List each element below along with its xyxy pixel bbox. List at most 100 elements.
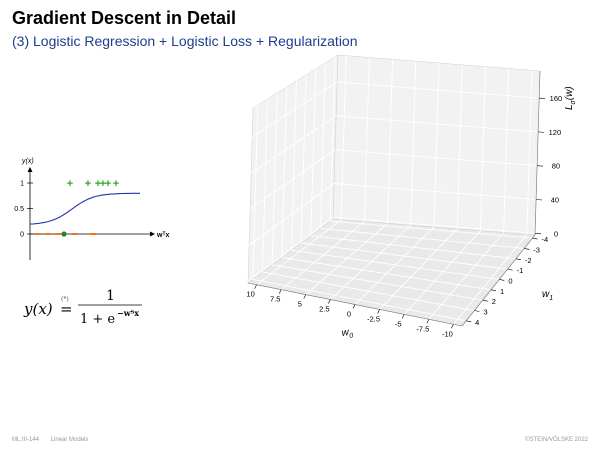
z-tick: [538, 131, 545, 133]
formula-denominator: 1 + e: [80, 312, 115, 327]
w0-tick: [451, 324, 454, 329]
w0-tick-label: -2.5: [367, 314, 380, 323]
w1-tick: [507, 268, 513, 271]
sigmoid-y-tick-label: 0.5: [14, 206, 24, 213]
w1-tick: [532, 237, 538, 240]
w0-tick: [426, 319, 430, 324]
w1-tick: [482, 299, 488, 302]
footer-left: ML:III-144 Linear Models: [12, 437, 88, 443]
w1-tick-label: 3: [483, 307, 487, 316]
w0-tick: [254, 284, 257, 289]
formula-numerator: 1: [106, 288, 115, 304]
sigmoid-y-arrow: [27, 167, 33, 172]
w1-tick: [524, 248, 530, 250]
footer-page-id: ML:III-144: [12, 437, 40, 443]
z-tick: [536, 199, 543, 201]
w0-tick-label: -5: [395, 319, 402, 328]
floor-grid-w1: [320, 228, 525, 249]
left-grid-z: [247, 216, 334, 282]
left-grid-z: [248, 183, 335, 246]
floor-grid-w1: [301, 242, 508, 270]
w0-axis-title: w0: [341, 327, 354, 341]
w0-tick-label: -10: [442, 329, 453, 338]
w1-tick: [466, 320, 472, 323]
w0-tick-label: 10: [246, 290, 254, 299]
w1-tick-label: 4: [475, 318, 479, 327]
axis-ticks: 04080120160107.552.50-2.5-5-7.5-10-4-3-2…: [246, 86, 577, 341]
logistic-formula: y(x) (*) = 1 1 + e −wᵀx: [23, 288, 142, 327]
axis-edge: [461, 234, 536, 327]
floor-grid-w1: [262, 271, 475, 311]
slide-subtitle: (3) Logistic Regression + Logistic Loss …: [12, 33, 358, 49]
z-tick-label: 120: [549, 128, 562, 137]
w0-tick: [328, 299, 331, 304]
formula-star: (*): [61, 296, 69, 303]
w0-tick-label: -7.5: [416, 324, 429, 333]
positive-example-marker: +: [105, 178, 111, 190]
back-grid-z: [337, 81, 540, 99]
sigmoid-labels: 0 0.5 1 y(x) wᵀx: [14, 158, 169, 239]
w1-tick-label: 1: [500, 287, 504, 296]
sigmoid-marks: + + +++ +: [29, 178, 140, 237]
floor-grid-w1: [330, 220, 533, 239]
w1-axis-title: w1: [542, 289, 553, 302]
formula-lhs: y(x): [23, 300, 53, 318]
formula-exponent: −wᵀx: [117, 308, 139, 318]
w0-tick: [278, 289, 282, 294]
w1-tick-label: -3: [533, 245, 540, 254]
back-grid-z: [335, 149, 538, 167]
w1-tick-label: 0: [508, 276, 512, 285]
axis-grid: [247, 55, 541, 327]
w1-tick: [515, 258, 521, 261]
w0-tick: [401, 314, 405, 319]
w0-tick-label: 5: [298, 300, 302, 309]
sigmoid-y-tick-label: 0: [20, 232, 24, 239]
sigmoid-y-tick-label: 1: [20, 181, 24, 188]
sigmoid-curve: [29, 192, 140, 225]
w1-tick: [474, 310, 480, 312]
left-grid-z: [249, 149, 336, 210]
w0-tick-label: 7.5: [270, 295, 280, 304]
w0-tick-label: 0: [347, 310, 351, 319]
z-tick-label: 0: [554, 229, 558, 238]
positive-example-marker: +: [85, 178, 91, 190]
slide-title: Gradient Descent in Detail: [12, 8, 237, 28]
w1-tick: [490, 289, 497, 292]
positive-example-marker: +: [113, 178, 119, 190]
z-tick: [539, 97, 546, 99]
floor-grid-w1: [281, 257, 492, 291]
sigmoid-x-label: wᵀx: [156, 232, 169, 239]
z-tick: [537, 165, 544, 167]
left-grid-z: [251, 81, 338, 138]
back-grid-z: [336, 115, 539, 133]
w1-tick-label: -2: [525, 256, 532, 265]
w0-tick: [352, 304, 356, 309]
z-tick-label: 160: [550, 94, 563, 103]
sigmoid-y-label: y(x): [21, 158, 34, 165]
z-tick: [535, 233, 542, 235]
z-tick-label: 40: [551, 195, 559, 204]
floor-grid-w1: [252, 278, 467, 322]
left-grid-z: [250, 115, 337, 174]
formula-equals: =: [60, 300, 73, 318]
selected-example-dot: [61, 231, 67, 237]
footer-copyright: ©STEIN/VÖLSKE 2022: [525, 437, 588, 443]
back-grid-z: [334, 183, 537, 200]
footer-section: Linear Models: [50, 437, 89, 443]
z-axis-title: Lσ(w): [564, 86, 577, 110]
w1-tick-label: -1: [517, 266, 524, 275]
w1-tick-label: 2: [492, 297, 496, 306]
w0-tick-label: 2.5: [319, 305, 329, 314]
w1-tick-label: -4: [542, 235, 549, 244]
w1-tick: [499, 279, 505, 281]
positive-example-marker: +: [67, 178, 73, 190]
positive-example-marker: +: [100, 178, 106, 190]
w0-tick: [303, 294, 307, 299]
positive-example-marker: +: [95, 178, 101, 190]
floor-grid-w1: [272, 264, 483, 301]
back-grid-z: [333, 216, 536, 234]
sigmoid-x-arrow: [150, 231, 155, 237]
floor-grid-w1: [291, 249, 500, 280]
